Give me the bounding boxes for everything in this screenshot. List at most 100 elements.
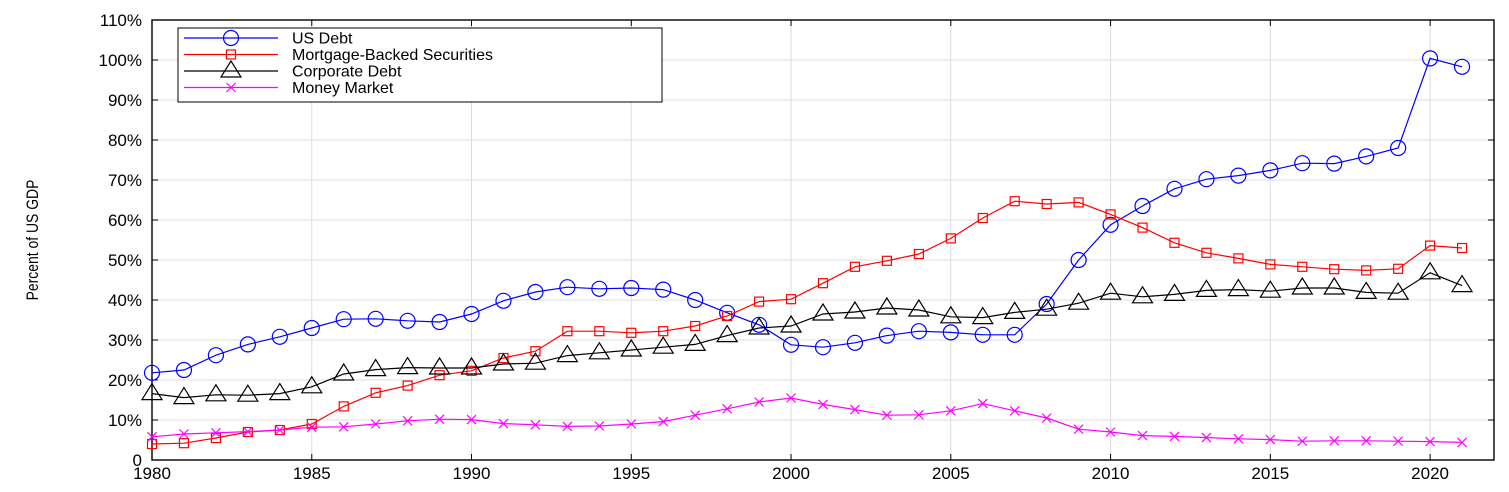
data-point	[913, 409, 924, 420]
data-point	[945, 405, 956, 416]
y-tick-label: 10%	[108, 411, 142, 430]
data-point	[396, 356, 419, 375]
data-point	[268, 382, 291, 401]
data-point	[143, 364, 161, 381]
data-point	[652, 336, 675, 354]
data-point	[782, 336, 800, 353]
data-point	[1361, 435, 1372, 446]
data-point	[786, 393, 796, 403]
y-tick-label: 0	[133, 451, 142, 470]
x-tick-label: 2010	[1092, 464, 1130, 483]
data-point	[1102, 216, 1119, 233]
data-point	[524, 352, 547, 370]
data-point	[623, 279, 640, 297]
data-point	[556, 344, 579, 363]
data-point	[1358, 148, 1375, 165]
data-point	[431, 313, 448, 331]
data-point	[1137, 222, 1148, 233]
x-tick-label: 2020	[1411, 464, 1449, 483]
data-point	[971, 306, 994, 325]
data-point	[1393, 263, 1404, 274]
data-point	[1421, 50, 1439, 67]
data-point	[1456, 242, 1468, 254]
series-line	[151, 200, 1463, 445]
axis-ticks: 1980 1985 1990 1995 2000 2005 2010 2015 2020 0 10%…	[99, 11, 1494, 483]
data-point	[814, 339, 832, 356]
data-point	[1201, 247, 1212, 258]
data-point	[1041, 198, 1052, 210]
series-line	[151, 57, 1463, 374]
legend-label: Corporate Debt	[292, 64, 402, 81]
data-point	[626, 419, 637, 429]
data-point	[1450, 274, 1474, 293]
y-tick-label: 80%	[108, 131, 142, 150]
data-point	[303, 319, 320, 337]
data-point	[1265, 259, 1276, 270]
data-point	[1393, 436, 1404, 447]
data-point	[338, 401, 349, 412]
y-tick-label: 50%	[108, 251, 142, 270]
data-point	[818, 399, 828, 410]
plot-area-frame	[151, 19, 1495, 461]
data-point	[977, 398, 988, 409]
data-point	[1387, 282, 1410, 300]
data-point	[1297, 436, 1308, 447]
data-point	[1003, 301, 1026, 319]
data-point	[530, 419, 541, 430]
data-point	[1259, 280, 1282, 298]
x-tick-label: 1995	[612, 464, 650, 483]
legend-label: Money Market	[292, 80, 394, 97]
data-point	[811, 302, 835, 321]
data-point	[910, 323, 927, 340]
data-point	[1262, 162, 1279, 179]
data-point	[434, 414, 445, 425]
data-point	[1425, 436, 1436, 447]
data-point	[754, 397, 765, 407]
data-point	[594, 326, 605, 337]
legend-item: Corporate Debt	[184, 59, 402, 81]
legend-label: US Debt	[292, 31, 353, 48]
data-point	[1137, 430, 1148, 441]
legend-label: Mortgage-Backed Securities	[292, 47, 493, 64]
y-tick-label: 110%	[100, 11, 142, 30]
data-point	[881, 255, 893, 266]
y-tick-label: 20%	[108, 371, 142, 390]
data-point	[236, 384, 259, 402]
x-tick-label: 1980	[133, 464, 171, 483]
data-point	[591, 280, 608, 297]
data-series	[140, 50, 1474, 450]
data-point	[1067, 292, 1090, 310]
y-tick-label: 90%	[108, 91, 142, 110]
data-point	[204, 383, 227, 402]
data-point	[274, 425, 285, 435]
data-point	[146, 438, 158, 450]
data-point	[1041, 413, 1052, 423]
data-point	[1329, 435, 1340, 446]
data-point	[690, 320, 701, 332]
data-point	[1230, 167, 1247, 184]
data-point	[817, 278, 829, 289]
data-point	[1390, 139, 1407, 157]
data-point	[687, 291, 704, 309]
data-point	[779, 314, 803, 333]
data-point	[945, 233, 956, 244]
data-point	[849, 261, 861, 272]
data-point	[460, 356, 483, 375]
data-point	[434, 370, 445, 381]
data-point	[1009, 405, 1020, 416]
series-corporate-debt	[140, 261, 1474, 405]
data-point	[875, 296, 898, 315]
data-point	[722, 310, 733, 322]
data-point	[1009, 196, 1020, 207]
data-point	[1265, 434, 1276, 445]
data-point	[147, 431, 157, 442]
data-point	[655, 281, 672, 298]
data-point	[562, 326, 573, 337]
data-point	[402, 380, 413, 391]
data-point	[881, 410, 892, 421]
data-point	[1329, 264, 1340, 275]
data-point	[594, 421, 605, 431]
data-point	[753, 296, 765, 307]
data-point	[1457, 437, 1467, 448]
